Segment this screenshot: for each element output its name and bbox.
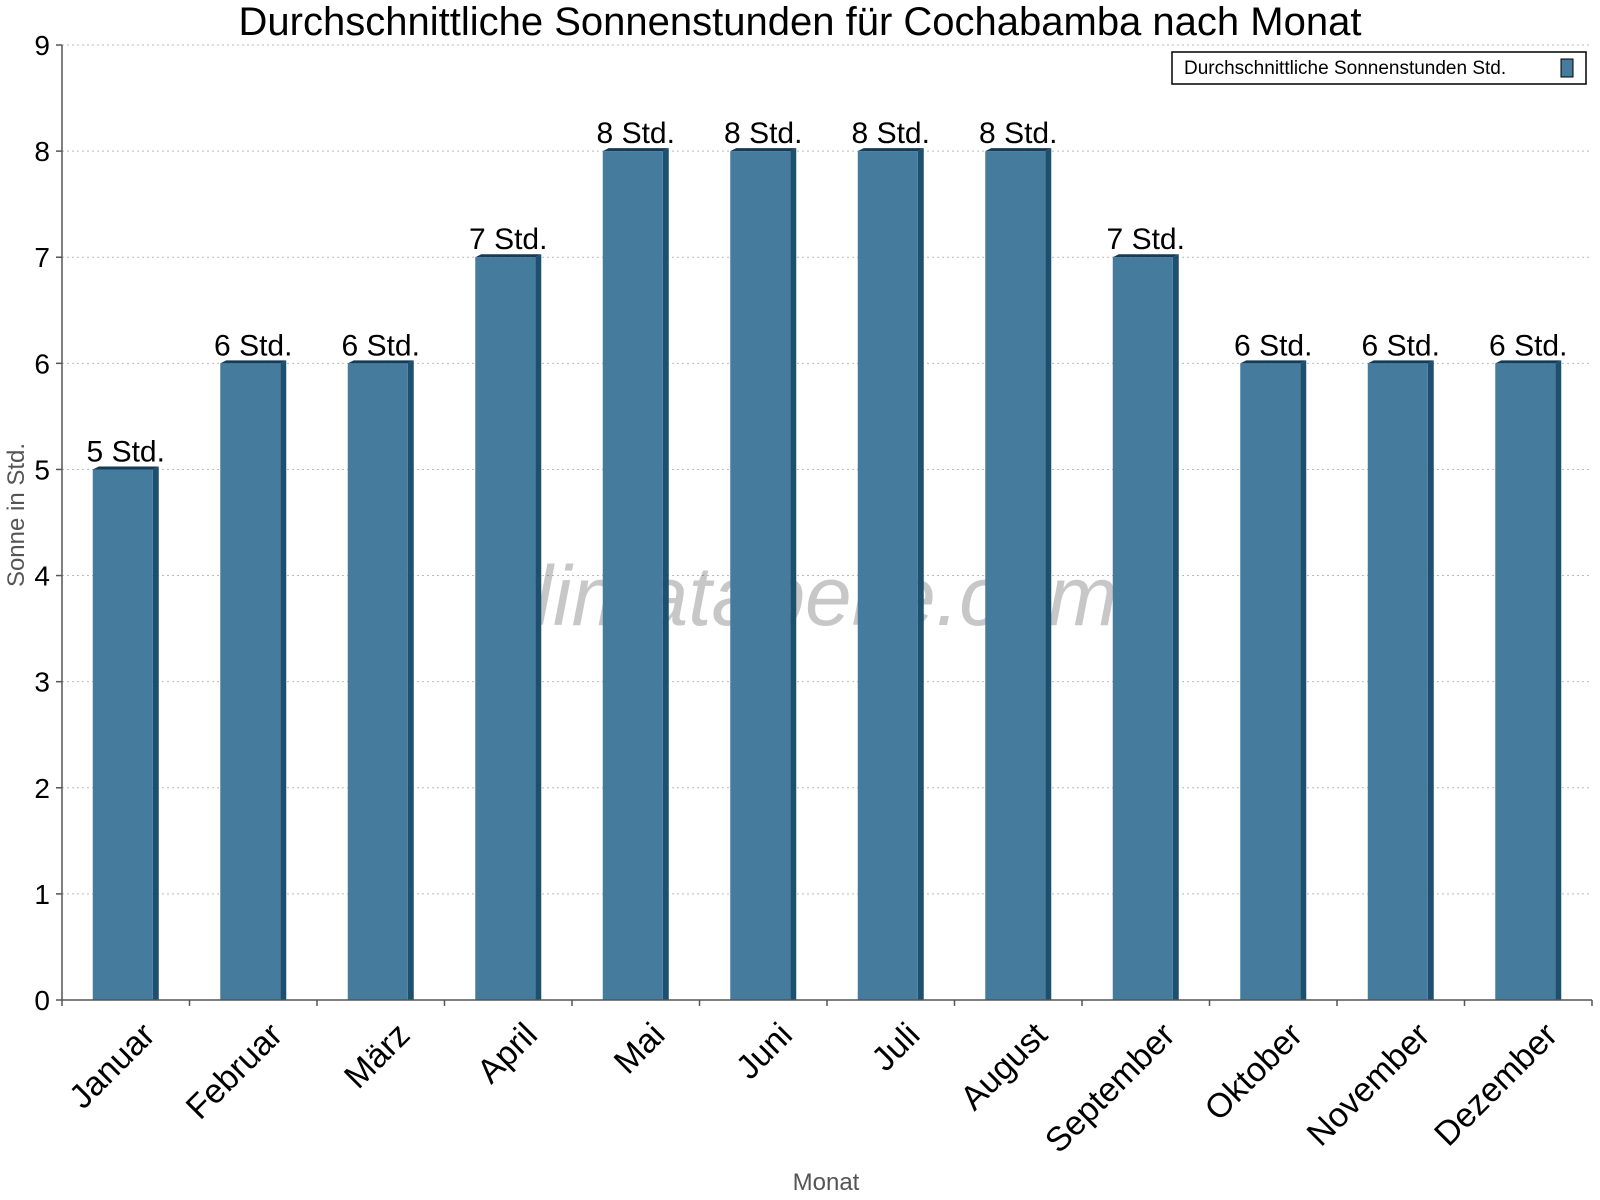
bar-side-3 xyxy=(407,360,414,1000)
bar-11: 6 Std. xyxy=(1362,329,1440,1000)
bar-label-1: 5 Std. xyxy=(87,435,165,468)
legend: Durchschnittliche Sonnenstunden Std. xyxy=(1171,51,1587,85)
xtick-label-1: Januar xyxy=(62,1016,162,1116)
ytick-label-4: 4 xyxy=(34,561,50,592)
gridlines xyxy=(62,44,1592,895)
bar-top-7 xyxy=(857,148,924,152)
xtick-label-7: Juli xyxy=(864,1016,927,1079)
bar-label-8: 8 Std. xyxy=(979,117,1057,150)
bar-side-4 xyxy=(535,254,542,1000)
bar-top-5 xyxy=(602,148,669,152)
bar-top-12 xyxy=(1495,360,1562,364)
xtick-label-12: Dezember xyxy=(1427,1016,1565,1154)
ytick-label-7: 7 xyxy=(34,242,50,273)
bar-2: 6 Std. xyxy=(214,329,292,1000)
bar-side-10 xyxy=(1300,360,1307,1000)
xtick-label-2: Februar xyxy=(179,1016,290,1127)
bar-top-3 xyxy=(347,360,414,364)
ytick-label-3: 3 xyxy=(34,667,50,698)
bar-12: 6 Std. xyxy=(1489,329,1567,1000)
bar-face-12 xyxy=(1495,363,1556,1000)
bar-label-4: 7 Std. xyxy=(469,223,547,256)
x-axis-label: Monat xyxy=(793,1169,860,1196)
bar-label-2: 6 Std. xyxy=(214,329,292,362)
bar-top-4 xyxy=(475,254,542,258)
axes xyxy=(61,45,1593,1006)
ytick-label-8: 8 xyxy=(34,136,50,167)
xtick-label-9: September xyxy=(1038,1016,1182,1160)
bar-label-5: 8 Std. xyxy=(597,117,675,150)
bar-side-5 xyxy=(662,148,669,1001)
bar-face-7 xyxy=(857,151,918,1001)
bar-face-1 xyxy=(92,469,153,1000)
bar-top-2 xyxy=(220,360,287,364)
bar-6: 8 Std. xyxy=(724,117,802,1001)
bar-side-1 xyxy=(152,466,159,1000)
bar-side-12 xyxy=(1555,360,1562,1000)
bar-face-9 xyxy=(1112,257,1173,1000)
bar-8: 8 Std. xyxy=(979,117,1057,1001)
legend-box xyxy=(1171,51,1587,85)
bar-7: 8 Std. xyxy=(852,117,930,1001)
legend-label: Durchschnittliche Sonnenstunden Std. xyxy=(1184,58,1506,79)
bar-face-5 xyxy=(602,151,663,1001)
bar-4: 7 Std. xyxy=(469,223,547,1000)
bar-label-10: 6 Std. xyxy=(1234,329,1312,362)
chart-title: Durchschnittliche Sonnenstunden für Coch… xyxy=(239,0,1362,44)
ytick-label-5: 5 xyxy=(34,454,50,485)
bar-top-8 xyxy=(985,148,1052,152)
xtick-label-3: März xyxy=(337,1016,417,1096)
legend-swatch xyxy=(1560,58,1574,78)
bar-5: 8 Std. xyxy=(597,117,675,1001)
bar-label-3: 6 Std. xyxy=(342,329,420,362)
bar-side-11 xyxy=(1427,360,1434,1000)
bar-label-6: 8 Std. xyxy=(724,117,802,150)
bar-face-10 xyxy=(1240,363,1301,1000)
bar-side-2 xyxy=(280,360,287,1000)
bar-top-6 xyxy=(730,148,797,152)
bar-face-8 xyxy=(985,151,1046,1001)
ytick-label-2: 2 xyxy=(34,773,50,804)
bar-label-11: 6 Std. xyxy=(1362,329,1440,362)
bar-3: 6 Std. xyxy=(342,329,420,1000)
bar-face-3 xyxy=(347,363,408,1000)
bar-top-10 xyxy=(1240,360,1307,364)
bar-side-6 xyxy=(790,148,797,1001)
bar-side-8 xyxy=(1045,148,1052,1001)
bar-top-11 xyxy=(1367,360,1434,364)
bar-face-6 xyxy=(730,151,791,1001)
bar-face-4 xyxy=(475,257,536,1000)
ytick-label-6: 6 xyxy=(34,348,50,379)
xtick-label-6: Juni xyxy=(729,1016,800,1087)
xtick-label-4: April xyxy=(470,1016,545,1091)
bar-top-1 xyxy=(92,466,159,470)
ytick-label-1: 1 xyxy=(34,879,50,910)
ytick-label-0: 0 xyxy=(34,985,50,1016)
bar-1: 5 Std. xyxy=(87,435,165,1000)
xtick-label-11: November xyxy=(1300,1016,1438,1154)
bar-face-2 xyxy=(220,363,281,1000)
bar-face-11 xyxy=(1367,363,1428,1000)
ytick-label-9: 9 xyxy=(34,30,50,61)
bar-label-9: 7 Std. xyxy=(1107,223,1185,256)
bar-label-12: 6 Std. xyxy=(1489,329,1567,362)
y-axis-ticks: 0 1 2 3 4 5 6 7 8 9 xyxy=(34,30,62,1016)
xtick-label-10: Oktober xyxy=(1197,1016,1309,1128)
xtick-label-8: August xyxy=(953,1015,1055,1117)
y-axis-label: Sonne in Std. xyxy=(3,443,30,587)
bar-label-7: 8 Std. xyxy=(852,117,930,150)
bars: 5 Std. 6 Std. 6 Std. 7 Std. 8 Std. 8 Std. 8 St… xyxy=(87,117,1567,1001)
bar-side-7 xyxy=(917,148,924,1001)
bar-side-9 xyxy=(1172,254,1179,1000)
bar-top-9 xyxy=(1112,254,1179,258)
x-axis-ticks: Januar Februar März April Mai Juni Juli AugustS… xyxy=(62,1015,1565,1160)
xtick-label-5: Mai xyxy=(607,1016,673,1082)
bar-9: 7 Std. xyxy=(1107,223,1185,1000)
bar-10: 6 Std. xyxy=(1234,329,1312,1000)
